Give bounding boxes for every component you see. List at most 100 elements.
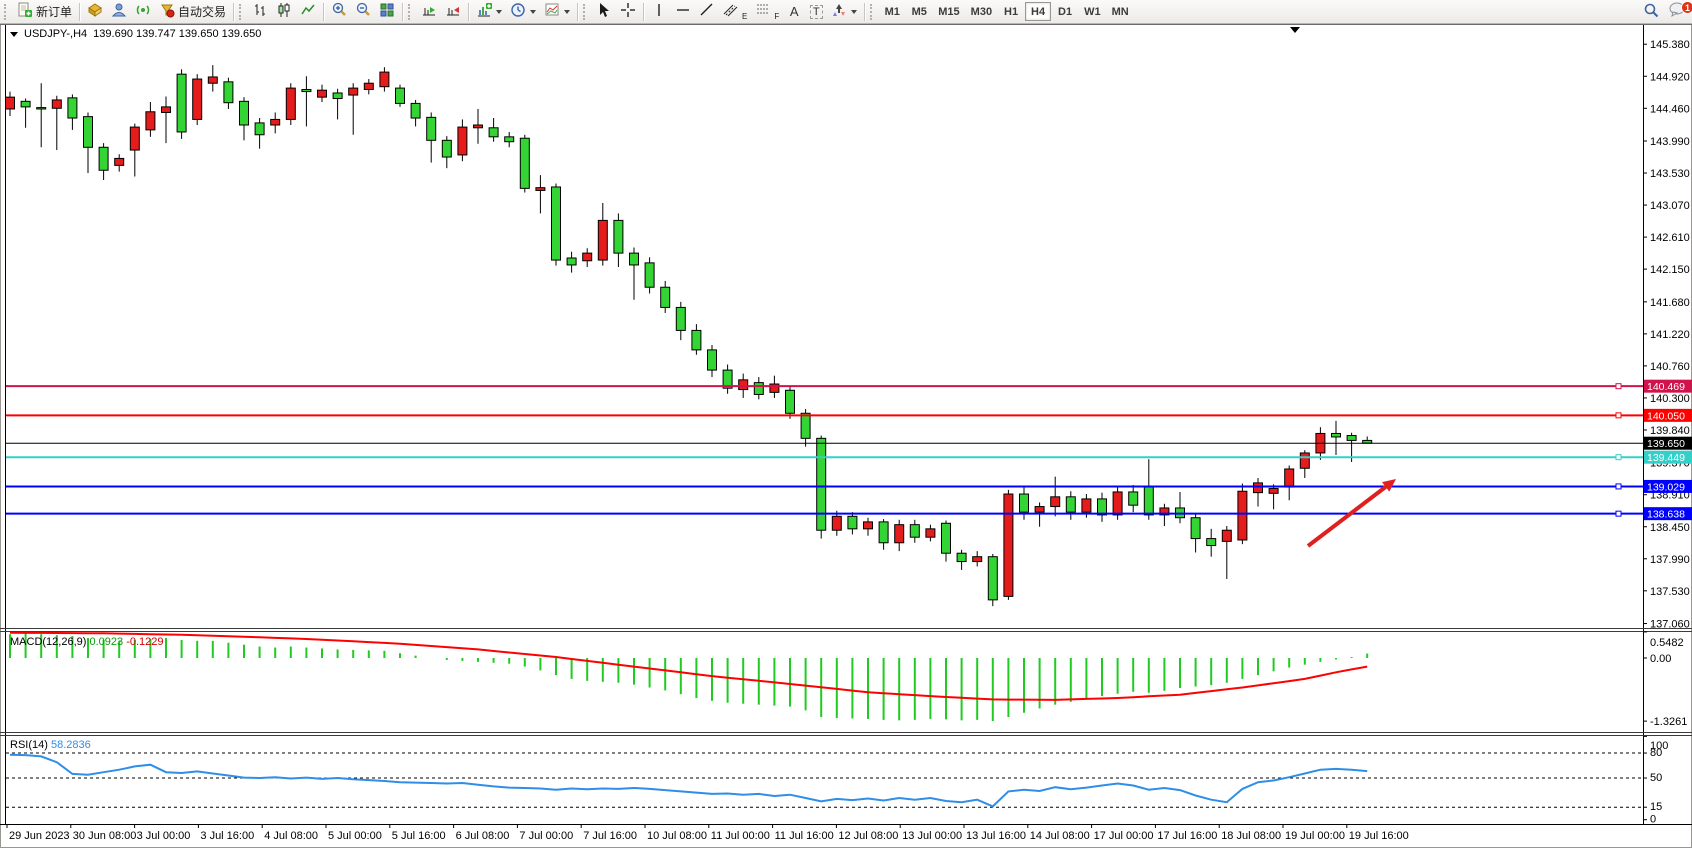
toolbar-separator bbox=[864, 2, 866, 21]
signal-button[interactable] bbox=[131, 1, 155, 22]
svg-text:11 Jul 00:00: 11 Jul 00:00 bbox=[711, 830, 770, 842]
svg-text:143.070: 143.070 bbox=[1650, 200, 1690, 212]
timeframe-m1-button[interactable]: M1 bbox=[879, 2, 905, 21]
svg-text:137.530: 137.530 bbox=[1650, 586, 1690, 598]
tile-windows-icon bbox=[379, 2, 395, 21]
toolbar-grip[interactable] bbox=[239, 3, 244, 20]
svg-text:18 Jul 08:00: 18 Jul 08:00 bbox=[1221, 830, 1281, 842]
toolbar-grip[interactable] bbox=[583, 3, 588, 20]
rsi-line bbox=[9, 753, 1368, 808]
horizontal-lines[interactable] bbox=[6, 383, 1643, 517]
chart-shift-button[interactable] bbox=[441, 1, 465, 22]
templates-icon bbox=[544, 2, 560, 21]
line-chart-mode-button[interactable] bbox=[296, 1, 320, 22]
vertical-line-tool-button[interactable] bbox=[647, 1, 671, 22]
price-axis[interactable]: 145.380 144.920 144.460 143.990 143.530 143.0… bbox=[1643, 39, 1692, 631]
text-label-icon: T bbox=[809, 4, 823, 19]
layouts-button[interactable] bbox=[83, 1, 107, 22]
svg-text:5 Jul 00:00: 5 Jul 00:00 bbox=[328, 830, 382, 842]
trend-arrow-annotation[interactable] bbox=[1306, 485, 1387, 548]
svg-text:100: 100 bbox=[1650, 740, 1668, 752]
horizontal-line-tool-button[interactable] bbox=[671, 1, 695, 22]
candlestick-mode-button[interactable] bbox=[272, 1, 296, 22]
channel-suffix-label: E bbox=[742, 12, 748, 21]
templates-button[interactable] bbox=[540, 1, 574, 22]
price-line-badge: 139.449 bbox=[1644, 450, 1692, 464]
new-order-button[interactable]: 新订单 bbox=[13, 1, 76, 22]
fibonacci-tool-button[interactable]: F bbox=[751, 1, 783, 22]
timeframe-mn-button[interactable]: MN bbox=[1107, 2, 1134, 21]
svg-text:140.050: 140.050 bbox=[1647, 410, 1685, 422]
chevron-down-icon bbox=[530, 9, 537, 14]
auto-scroll-button[interactable] bbox=[417, 1, 441, 22]
chart-window[interactable]: 145.380 144.920 144.460 143.990 143.530 143.0… bbox=[0, 24, 1692, 848]
bar-chart-mode-button[interactable] bbox=[248, 1, 272, 22]
toolbar-grip[interactable] bbox=[4, 3, 9, 20]
toolbar-separator bbox=[79, 2, 81, 21]
toolbar-separator bbox=[643, 2, 645, 21]
svg-text:17 Jul 00:00: 17 Jul 00:00 bbox=[1094, 830, 1154, 842]
search-button[interactable] bbox=[1639, 1, 1664, 22]
autotrading-button[interactable]: 自动交易 bbox=[155, 1, 230, 22]
svg-text:12 Jul 08:00: 12 Jul 08:00 bbox=[838, 830, 898, 842]
indicators-button[interactable] bbox=[472, 1, 506, 22]
periods-button[interactable] bbox=[506, 1, 540, 22]
svg-text:3 Jul 16:00: 3 Jul 16:00 bbox=[200, 830, 254, 842]
svg-text:142.150: 142.150 bbox=[1650, 264, 1690, 276]
autotrading-label: 自动交易 bbox=[178, 5, 227, 19]
svg-text:143.530: 143.530 bbox=[1650, 168, 1690, 180]
timeframe-h4-button[interactable]: H4 bbox=[1025, 2, 1052, 21]
chart-canvas[interactable]: 145.380 144.920 144.460 143.990 143.530 143.0… bbox=[0, 24, 1692, 848]
svg-text:139.029: 139.029 bbox=[1647, 481, 1685, 493]
macd-signal-line bbox=[9, 631, 1368, 701]
zoom-in-button[interactable] bbox=[327, 1, 351, 22]
svg-text:15: 15 bbox=[1650, 801, 1662, 813]
svg-text:80: 80 bbox=[1650, 747, 1662, 759]
text-tool-button[interactable]: A bbox=[783, 1, 805, 22]
crosshair-button[interactable] bbox=[616, 1, 640, 22]
svg-text:140.760: 140.760 bbox=[1650, 361, 1690, 373]
timeframe-m15-button[interactable]: M15 bbox=[933, 2, 964, 21]
fibonacci-icon bbox=[755, 2, 771, 21]
cursor-button[interactable] bbox=[592, 1, 616, 22]
svg-text:139.449: 139.449 bbox=[1647, 452, 1685, 464]
line-chart-icon bbox=[300, 2, 316, 21]
current-price-badge: 139.650 bbox=[1644, 436, 1692, 450]
trend-arrow-head bbox=[1382, 479, 1396, 492]
notification-badge[interactable]: 1 bbox=[1681, 1, 1692, 15]
profiles-icon bbox=[111, 2, 127, 21]
chart-menu-caret-icon[interactable] bbox=[10, 31, 18, 37]
timeframe-m30-button[interactable]: M30 bbox=[966, 2, 997, 21]
candlestick-series bbox=[5, 65, 1373, 607]
signal-icon bbox=[135, 2, 151, 21]
zoom-out-button[interactable] bbox=[351, 1, 375, 22]
equidistant-channel-tool-button[interactable]: E bbox=[719, 1, 751, 22]
svg-text:19 Jul 00:00: 19 Jul 00:00 bbox=[1285, 830, 1345, 842]
new-order-label: 新订单 bbox=[36, 5, 73, 19]
trendline-tool-button[interactable] bbox=[695, 1, 719, 22]
toolbar-grip[interactable] bbox=[870, 3, 875, 20]
zoom-in-icon bbox=[331, 2, 347, 21]
tile-windows-button[interactable] bbox=[375, 1, 399, 22]
profiles-button[interactable] bbox=[107, 1, 131, 22]
timeframe-d1-button[interactable]: D1 bbox=[1052, 2, 1078, 21]
timeframe-w1-button[interactable]: W1 bbox=[1079, 2, 1106, 21]
text-tool-icon: A bbox=[789, 4, 799, 19]
svg-text:4 Jul 08:00: 4 Jul 08:00 bbox=[264, 830, 318, 842]
svg-text:137.990: 137.990 bbox=[1650, 554, 1690, 566]
svg-text:141.220: 141.220 bbox=[1650, 329, 1690, 341]
arrows-tool-icon bbox=[831, 2, 847, 21]
arrows-tool-button[interactable] bbox=[827, 1, 861, 22]
timeframe-h1-button[interactable]: H1 bbox=[998, 2, 1024, 21]
fibo-suffix-label: F bbox=[774, 12, 780, 21]
time-axis[interactable]: 29 Jun 2023 30 Jun 08:00 3 Jul 00:00 3 Jul … bbox=[6, 824, 1409, 842]
text-label-tool-button[interactable]: T bbox=[805, 1, 827, 22]
svg-text:144.460: 144.460 bbox=[1650, 103, 1690, 115]
toolbar-grip[interactable] bbox=[408, 3, 413, 20]
rsi-label: RSI(14) 58.2836 bbox=[10, 739, 91, 751]
timeframe-m5-button[interactable]: M5 bbox=[906, 2, 932, 21]
trendline-icon bbox=[699, 2, 715, 21]
price-line-badge: 139.029 bbox=[1644, 479, 1692, 493]
chart-shift-marker[interactable] bbox=[1290, 27, 1300, 33]
